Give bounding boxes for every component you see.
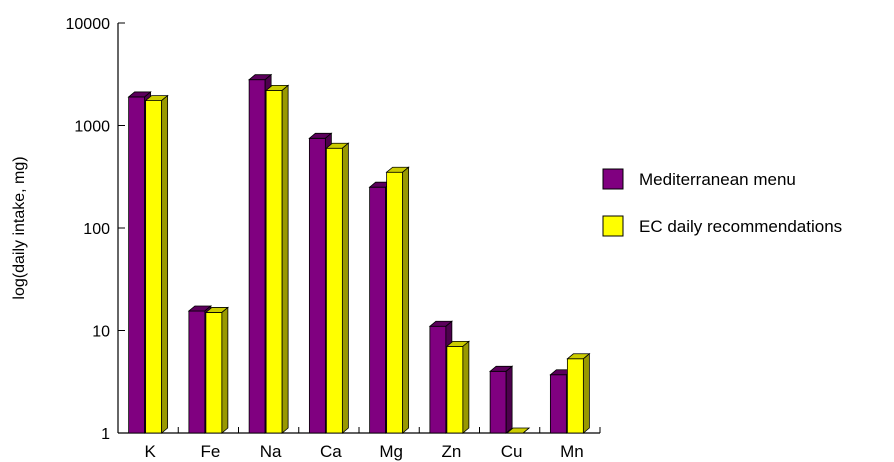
- bar-ec-mg: [385, 166, 410, 434]
- x-tick-label: K: [144, 442, 156, 461]
- y-tick-label: 1: [101, 426, 110, 443]
- legend-swatch: [602, 215, 624, 237]
- legend-swatch: [602, 168, 624, 190]
- x-tick-label: Na: [260, 442, 282, 461]
- y-axis: 1 10 100 1000 10000: [66, 16, 125, 443]
- bar-ec-ca: [325, 142, 350, 434]
- bar-ec-zn: [445, 340, 470, 434]
- x-tick-label: Zn: [441, 442, 461, 461]
- x-tick-label: Cu: [501, 442, 523, 461]
- bar-ec-k: [144, 94, 169, 434]
- x-tick-label: Fe: [200, 442, 220, 461]
- y-tick-label: 100: [83, 221, 110, 238]
- legend-item-ec: EC daily recommendations: [602, 215, 842, 237]
- y-tick-label: 10: [92, 324, 110, 341]
- bars: [127, 73, 591, 434]
- bar-ec-cu: [506, 427, 531, 434]
- y-tick-label: 1000: [74, 119, 110, 136]
- legend: Mediterranean menu EC daily recommendatio…: [602, 168, 842, 237]
- y-tick-label: 10000: [66, 16, 111, 33]
- bar-mediterranean-cu: [489, 365, 514, 434]
- x-tick-label: Ca: [320, 442, 342, 461]
- legend-label: Mediterranean menu: [639, 170, 796, 189]
- y-axis-title: log(daily intake, mg): [11, 156, 28, 299]
- x-tick-label: Mn: [560, 442, 584, 461]
- bar-ec-mn: [566, 352, 591, 434]
- x-tick-label: Mg: [379, 442, 403, 461]
- legend-label: EC daily recommendations: [639, 217, 842, 236]
- bar-ec-fe: [204, 306, 229, 434]
- legend-item-mediterranean: Mediterranean menu: [602, 168, 796, 190]
- bar-ec-na: [265, 84, 290, 434]
